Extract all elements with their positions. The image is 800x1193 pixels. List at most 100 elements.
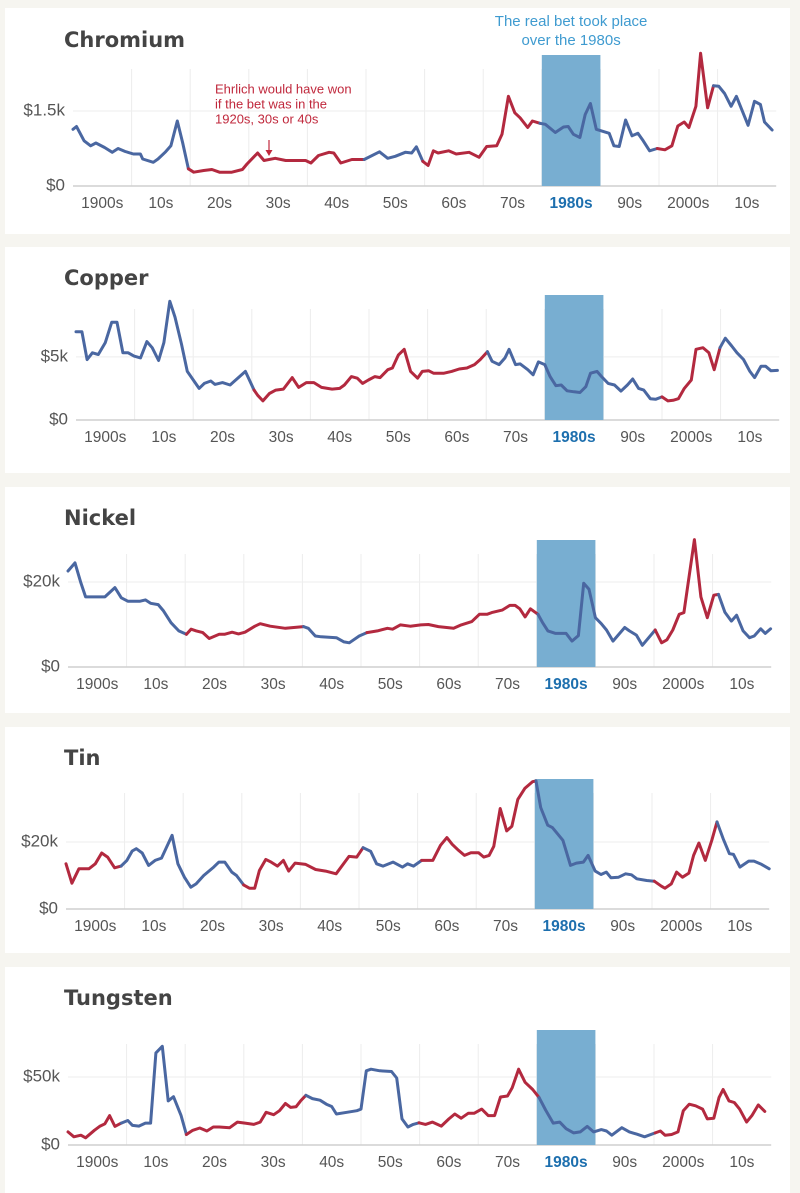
x-tick-label: 10s	[727, 918, 752, 935]
price-line-simon-wins	[717, 592, 773, 640]
chart-title: Tin	[64, 746, 100, 770]
price-line-ehrlich-wins	[252, 347, 489, 403]
x-tick-label: 20s	[202, 676, 227, 693]
price-line-simon-wins	[485, 347, 664, 401]
x-tick-label: 20s	[202, 1154, 227, 1171]
x-tick-label: 30s	[261, 1154, 286, 1171]
price-line-ehrlich-wins	[184, 622, 306, 640]
price-line-simon-wins	[74, 299, 256, 392]
chart-nickel: Nickel $0 $20k 1900s 10s 20s 30s 40s 50s 60s 70s 19…	[23, 506, 773, 693]
x-tick-label: 10s	[143, 1154, 168, 1171]
x-tick-label-highlight: 1980s	[543, 918, 586, 935]
x-tick-label: 10s	[148, 195, 173, 212]
x-tick-label: 60s	[434, 918, 459, 935]
x-tick-label: 10s	[734, 195, 759, 212]
y-tick-label: $50k	[23, 1066, 60, 1085]
x-tick-label: 10s	[737, 429, 762, 446]
chart-tin: Tin $0 $20k 1900s 10s 20s 30s 40s 50s 60s 70s 1980s…	[21, 746, 771, 935]
price-line-simon-wins	[304, 1067, 421, 1129]
x-tick-label-highlight: 1980s	[553, 429, 596, 446]
x-tick-label: 20s	[200, 918, 225, 935]
price-line-simon-wins	[715, 820, 771, 871]
x-tick-label: 50s	[376, 918, 401, 935]
x-tick-label: 60s	[436, 1154, 461, 1171]
price-line-simon-wins	[66, 561, 188, 636]
x-tick-label: 90s	[610, 918, 635, 935]
price-line-ehrlich-wins	[242, 846, 365, 890]
chart-title: Chromium	[64, 28, 185, 52]
price-line-ehrlich-wins	[653, 1088, 767, 1137]
price-line-simon-wins	[712, 84, 774, 132]
annotation-real-bet: over the 1980s	[521, 32, 620, 49]
chart-card-tin: Tin $0 $20k 1900s 10s 20s 30s 40s 50s 60s 70s 1980s…	[5, 727, 790, 953]
x-tick-label-highlight: 1980s	[545, 676, 588, 693]
price-line-simon-wins	[536, 581, 657, 647]
chart-title: Nickel	[64, 506, 136, 530]
annotation-ehrlich: 1920s, 30s or 40s	[215, 111, 319, 126]
price-line-simon-wins	[537, 1096, 657, 1139]
bet-period-band	[541, 55, 601, 186]
x-tick-label: 50s	[383, 195, 408, 212]
chart-tungsten: Tungsten $0 $50k 1900s 10s 20s 30s 40s 50s 60s 70s…	[23, 986, 772, 1171]
y-tick-label: $1.5k	[23, 100, 65, 119]
x-tick-label: 90s	[620, 429, 645, 446]
price-line-simon-wins	[71, 119, 190, 171]
x-tick-label: 90s	[612, 676, 637, 693]
arrow-head-icon	[265, 150, 273, 156]
x-tick-label: 50s	[378, 1154, 403, 1171]
price-line-ehrlich-wins	[66, 1114, 123, 1140]
y-tick-label: $0	[41, 1134, 60, 1153]
price-line-simon-wins	[362, 145, 425, 163]
x-tick-label: 2000s	[662, 1154, 704, 1171]
chart-card-nickel: Nickel $0 $20k 1900s 10s 20s 30s 40s 50s 60s 70s 19…	[5, 487, 790, 713]
price-line-ehrlich-wins	[184, 1093, 308, 1136]
price-line-simon-wins	[718, 336, 779, 380]
x-tick-label-highlight: 1980s	[545, 1154, 588, 1171]
x-tick-label: 70s	[500, 195, 525, 212]
chart-title: Tungsten	[64, 986, 173, 1010]
x-tick-label: 2000s	[670, 429, 712, 446]
price-line-ehrlich-wins	[421, 94, 542, 167]
x-tick-label: 40s	[324, 195, 349, 212]
x-tick-label: 40s	[319, 1154, 344, 1171]
x-tick-label: 40s	[327, 429, 352, 446]
x-tick-label: 10s	[151, 429, 176, 446]
bet-period-band	[536, 540, 596, 667]
x-tick-label: 2000s	[662, 676, 704, 693]
x-tick-label: 1900s	[84, 429, 126, 446]
price-line-simon-wins	[538, 102, 659, 153]
y-tick-label: $0	[49, 409, 68, 428]
x-tick-label: 10s	[729, 1154, 754, 1171]
chart-card-chromium: Chromium $0 $1.5k 1900s 10s 20s 30s 40s 50s 60s 70…	[5, 8, 790, 234]
annotation-real-bet: The real bet took place	[495, 13, 648, 30]
x-tick-label: 20s	[207, 195, 232, 212]
x-tick-label: 2000s	[660, 918, 702, 935]
bet-period-band	[544, 295, 604, 420]
x-tick-label: 50s	[386, 429, 411, 446]
x-tick-label: 10s	[729, 676, 754, 693]
annotation-ehrlich: Ehrlich would have won	[215, 81, 352, 96]
price-line-ehrlich-wins	[64, 851, 123, 885]
price-line-simon-wins	[119, 1044, 188, 1136]
chart-chromium: Chromium $0 $1.5k 1900s 10s 20s 30s 40s 50s 60s 70…	[23, 13, 777, 212]
x-tick-label: 60s	[441, 195, 466, 212]
x-tick-label: 1900s	[76, 676, 118, 693]
y-tick-label: $0	[39, 898, 58, 917]
chart-card-copper: Copper $0 $5k 1900s 10s 20s 30s 40s 50s 60s 70s 198…	[5, 247, 790, 473]
x-tick-label: 60s	[436, 676, 461, 693]
x-tick-label: 60s	[444, 429, 469, 446]
price-line-ehrlich-wins	[653, 538, 720, 645]
x-tick-label: 70s	[495, 1154, 520, 1171]
x-tick-label: 90s	[612, 1154, 637, 1171]
price-line-ehrlich-wins	[655, 51, 715, 152]
x-tick-label: 30s	[266, 195, 291, 212]
x-tick-label: 10s	[141, 918, 166, 935]
x-tick-label: 40s	[319, 676, 344, 693]
y-tick-label: $0	[41, 656, 60, 675]
price-line-ehrlich-wins	[417, 1067, 541, 1128]
y-tick-label: $20k	[21, 831, 58, 850]
price-line-ehrlich-wins	[660, 346, 722, 403]
price-line-simon-wins	[361, 846, 424, 869]
price-line-ehrlich-wins	[420, 779, 538, 862]
y-tick-label: $20k	[23, 572, 60, 591]
